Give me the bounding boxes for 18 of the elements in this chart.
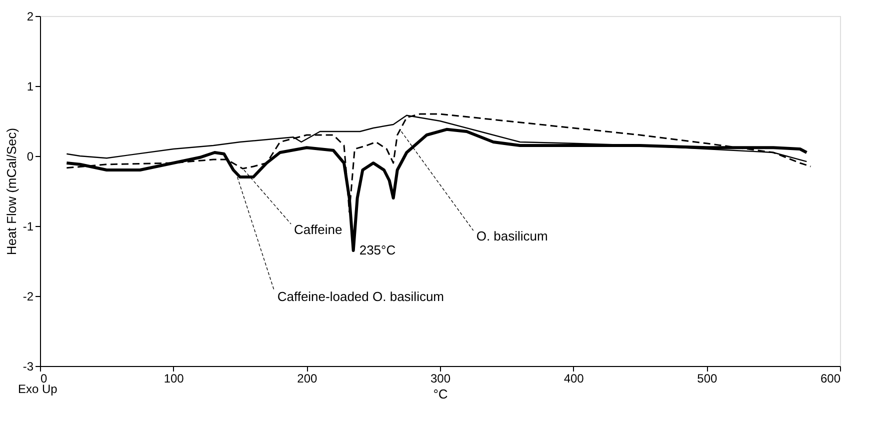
x-tick-label: 200 (297, 372, 318, 386)
y-tick-label: 0 (26, 150, 34, 164)
y-tick-label: 1 (26, 80, 34, 94)
y-tick-label: -2 (22, 290, 34, 304)
y-axis-title: Heat Flow (mCal/Sec) (4, 128, 19, 256)
annotation: O. basilicum (476, 228, 548, 244)
annotation: 235°C (359, 242, 396, 258)
annotation: Caffeine-loaded O. basilicum (277, 289, 444, 304)
x-axis-title: °C (433, 386, 448, 402)
x-tick-label: 300 (430, 372, 451, 386)
x-tick-label: 400 (564, 372, 584, 386)
x-tick-label: 600 (820, 372, 841, 386)
y-tick-label: -3 (22, 360, 34, 374)
annotation: Caffeine (294, 222, 342, 237)
x-tick-label: 100 (164, 372, 184, 386)
y-tick-label: 2 (26, 10, 34, 24)
y-tick-label: -1 (22, 220, 34, 234)
x-tick-label: 500 (697, 372, 718, 386)
